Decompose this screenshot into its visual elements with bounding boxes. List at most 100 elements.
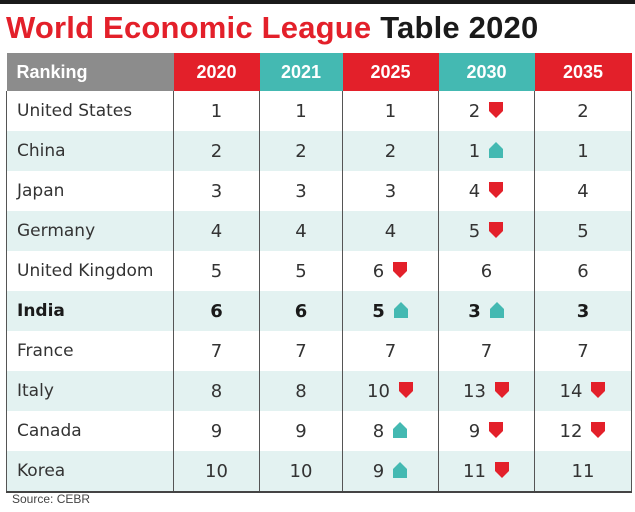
rank-cell-2030: 2 xyxy=(438,91,535,131)
league-table: Ranking 2020 2021 2025 2030 2035 United Stat… xyxy=(6,53,632,493)
arrow-down-icon xyxy=(494,461,510,479)
table-row: Italy 8 8 10 13 14 xyxy=(6,371,632,411)
rank-value: 7 xyxy=(577,340,589,362)
rank-cell-2020: 7 xyxy=(173,331,260,371)
rank-value: 5 xyxy=(295,260,307,282)
country-cell: United Kingdom xyxy=(6,251,174,291)
rank-cell-2020: 9 xyxy=(173,411,260,451)
rank-value: 1 xyxy=(210,100,223,122)
header-year-2020: 2020 xyxy=(173,53,260,91)
rank-cell-2021: 4 xyxy=(259,211,343,251)
rank-cell-2035: 7 xyxy=(534,331,632,371)
rank-cell-2030: 1 xyxy=(438,131,535,171)
rank-value: 9 xyxy=(372,460,385,482)
arrow-down-icon xyxy=(488,421,504,439)
rank-cell-2030: 5 xyxy=(438,211,535,251)
country-cell: India xyxy=(6,291,174,331)
rank-cell-2035: 6 xyxy=(534,251,632,291)
rank-value: 13 xyxy=(463,380,486,402)
rank-value: 3 xyxy=(295,180,307,202)
table-row: India 6 6 5 3 3 xyxy=(6,291,632,331)
arrow-up-icon xyxy=(392,461,408,479)
arrow-down-icon xyxy=(398,381,414,399)
rank-value: 7 xyxy=(480,340,493,362)
rank-cell-2025: 8 xyxy=(342,411,439,451)
table-row: United States 1 1 1 2 2 xyxy=(6,91,632,131)
header-ranking: Ranking xyxy=(6,53,174,91)
rank-cell-2025: 7 xyxy=(342,331,439,371)
rank-cell-2030: 6 xyxy=(438,251,535,291)
rank-value: 9 xyxy=(295,420,307,442)
rank-value: 7 xyxy=(210,340,223,362)
rank-value: 9 xyxy=(468,420,481,442)
rank-cell-2021: 8 xyxy=(259,371,343,411)
source-note: Source: CEBR xyxy=(12,492,91,506)
rank-cell-2025: 1 xyxy=(342,91,439,131)
rank-value: 12 xyxy=(559,420,583,442)
rank-value: 5 xyxy=(210,260,223,282)
rank-cell-2020: 3 xyxy=(173,171,260,211)
rank-value: 1 xyxy=(295,100,307,122)
rank-value: 6 xyxy=(577,260,589,282)
rank-cell-2025: 10 xyxy=(342,371,439,411)
rank-cell-2025: 9 xyxy=(342,451,439,493)
rank-value: 1 xyxy=(384,100,397,122)
table-row: Canada 9 9 8 9 12 xyxy=(6,411,632,451)
header-year-2025: 2025 xyxy=(342,53,439,91)
arrow-up-icon xyxy=(392,421,408,439)
rank-value: 11 xyxy=(463,460,486,482)
arrow-up-icon xyxy=(489,301,505,319)
rank-value: 7 xyxy=(384,340,397,362)
country-cell: Japan xyxy=(6,171,174,211)
rank-value: 8 xyxy=(295,380,307,402)
rank-value: 10 xyxy=(205,460,228,482)
rank-cell-2020: 2 xyxy=(173,131,260,171)
title-black-part: Table 2020 xyxy=(380,10,539,45)
rank-cell-2030: 11 xyxy=(438,451,535,493)
rank-value: 2 xyxy=(210,140,223,162)
header-year-2030: 2030 xyxy=(438,53,535,91)
arrow-down-icon xyxy=(590,381,606,399)
rank-cell-2021: 6 xyxy=(259,291,343,331)
rank-value: 8 xyxy=(210,380,223,402)
table-row: Germany 4 4 4 5 5 xyxy=(6,211,632,251)
arrow-down-icon xyxy=(494,381,510,399)
rank-value: 1 xyxy=(468,140,481,162)
rank-cell-2030: 3 xyxy=(438,291,535,331)
rank-cell-2025: 6 xyxy=(342,251,439,291)
table-row: China 2 2 2 1 1 xyxy=(6,131,632,171)
country-cell: Canada xyxy=(6,411,174,451)
rank-cell-2035: 14 xyxy=(534,371,632,411)
rank-value: 6 xyxy=(294,300,308,322)
rank-cell-2020: 5 xyxy=(173,251,260,291)
rank-cell-2025: 3 xyxy=(342,171,439,211)
table-body: United States 1 1 1 2 2 China 2 2 2 1 1 Japan 3 3 3 4 4 Ge… xyxy=(6,91,632,493)
header-row: Ranking 2020 2021 2025 2030 2035 xyxy=(6,53,632,91)
rank-cell-2025: 2 xyxy=(342,131,439,171)
rank-cell-2020: 6 xyxy=(173,291,260,331)
rank-cell-2021: 5 xyxy=(259,251,343,291)
country-cell: United States xyxy=(6,91,174,131)
rank-value: 4 xyxy=(577,180,589,202)
rank-cell-2030: 7 xyxy=(438,331,535,371)
rank-cell-2030: 13 xyxy=(438,371,535,411)
rank-value: 5 xyxy=(372,300,385,322)
rank-value: 14 xyxy=(559,380,583,402)
rank-cell-2035: 12 xyxy=(534,411,632,451)
rank-cell-2035: 4 xyxy=(534,171,632,211)
rank-value: 11 xyxy=(571,460,595,482)
rank-value: 2 xyxy=(468,100,481,122)
rank-cell-2025: 4 xyxy=(342,211,439,251)
rank-value: 10 xyxy=(367,380,390,402)
table-row: Korea 10 10 9 11 11 xyxy=(6,451,632,493)
rank-cell-2021: 3 xyxy=(259,171,343,211)
arrow-down-icon xyxy=(488,181,504,199)
rank-cell-2030: 4 xyxy=(438,171,535,211)
rank-cell-2021: 10 xyxy=(259,451,343,493)
header-year-2035: 2035 xyxy=(534,53,632,91)
arrow-down-icon xyxy=(488,101,504,119)
rank-value: 4 xyxy=(468,180,481,202)
rank-cell-2020: 1 xyxy=(173,91,260,131)
rank-cell-2021: 7 xyxy=(259,331,343,371)
rank-cell-2035: 2 xyxy=(534,91,632,131)
